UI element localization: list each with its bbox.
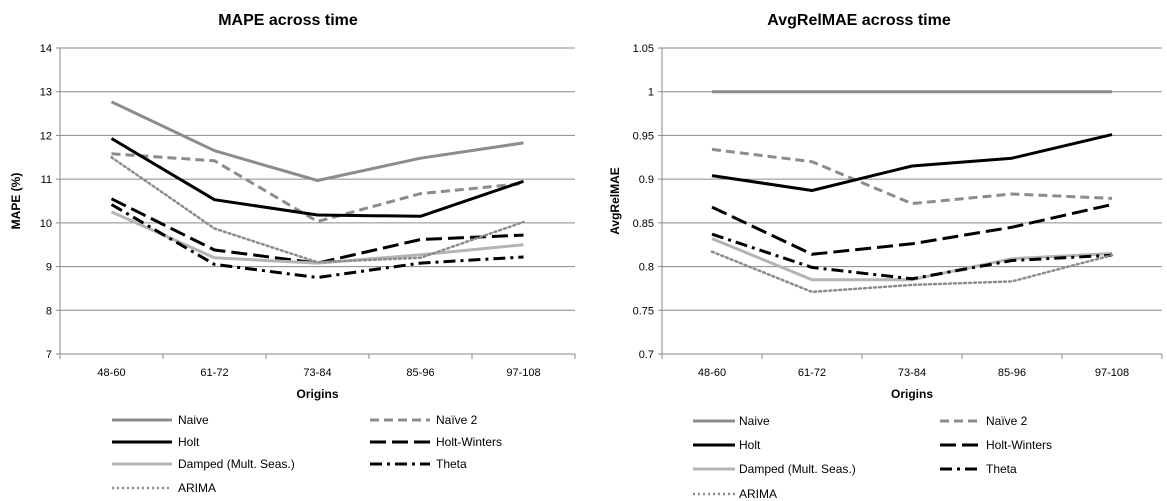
x-axis-title: Origins: [891, 387, 933, 401]
legend-label: Holt: [178, 435, 200, 449]
y-tick-label: 10: [40, 218, 52, 230]
legend-label: Theta: [436, 457, 467, 471]
y-tick-label: 8: [46, 305, 52, 317]
series-line-holt-winters: [711, 203, 1113, 256]
series-line-theta: [711, 232, 1113, 281]
x-tick-label: 73-84: [303, 367, 331, 379]
chart-title: AvgRelMAE across time: [767, 12, 951, 29]
x-tick-label: 97-108: [1095, 367, 1129, 379]
y-tick-label: 0.7: [639, 349, 654, 361]
y-tick-label: 11: [41, 174, 52, 186]
series-line-theta: [110, 203, 524, 279]
y-tick-label: 14: [40, 43, 52, 55]
series-line-holt: [711, 133, 1113, 192]
series-line-naive: [110, 100, 524, 182]
x-tick-label: 85-96: [406, 367, 434, 379]
y-tick-label: 12: [40, 130, 52, 142]
series-line-holt: [110, 137, 524, 218]
y-tick-label: 1.05: [633, 43, 654, 55]
legend-label: ARIMA: [739, 487, 777, 501]
x-tick-label: 48-60: [698, 367, 726, 379]
series-line-na-ve-2: [711, 147, 1113, 206]
x-tick-label: 85-96: [998, 367, 1026, 379]
legend-label: Naive: [739, 414, 770, 428]
y-tick-label: 0.8: [639, 262, 654, 274]
x-tick-label: 61-72: [200, 367, 228, 379]
legend-label: Holt: [739, 438, 761, 452]
y-axis-title: AvgRelMAE: [608, 167, 622, 235]
legend-label: Theta: [986, 462, 1017, 476]
legend: Naive Naïve 2 Holt Holt-Winters Damped (Mult…: [693, 414, 1052, 501]
chart-2: AvgRelMAE across time 0.7 0.75 0.8 0.85 0.9 0.…: [608, 12, 1163, 501]
x-tick-label: 73-84: [898, 367, 926, 379]
y-tick-label: 0.95: [633, 130, 654, 142]
series-line-na-ve-2: [111, 152, 524, 223]
legend-label: Naïve 2: [986, 414, 1028, 428]
y-tick-label: 13: [40, 87, 52, 99]
y-tick-label: 7: [46, 349, 52, 361]
legend-label: Damped (Mult. Seas.): [739, 462, 856, 476]
legend-label: Holt-Winters: [986, 438, 1052, 452]
y-tick-label: 0.85: [633, 218, 654, 230]
y-tick-label: 9: [46, 262, 52, 274]
legend-label: Damped (Mult. Seas.): [178, 457, 295, 471]
legend-label: Naive: [178, 413, 209, 427]
series-line-damped-mult-seas: [110, 210, 524, 265]
legend-label: Naïve 2: [436, 413, 478, 427]
legend: Naive Naïve 2 Holt Holt-Winters Damped (Mult…: [112, 413, 502, 495]
y-tick-label: 0.9: [639, 174, 654, 186]
x-axis-title: Origins: [296, 387, 338, 401]
series-line-holt-winters: [110, 197, 524, 265]
y-tick-label: 0.75: [633, 305, 654, 317]
legend-label: ARIMA: [178, 481, 216, 495]
chart-title: MAPE across time: [218, 12, 358, 29]
x-tick-label: 48-60: [97, 367, 125, 379]
y-axis-title: MAPE (%): [9, 173, 23, 230]
x-tick-label: 61-72: [798, 367, 826, 379]
chart-1: MAPE across time 7 8 9 10 11 12 13 14 48-60 61-72 7…: [9, 12, 576, 495]
y-tick-label: 1: [648, 87, 654, 99]
legend-label: Holt-Winters: [436, 435, 502, 449]
series-line-arima: [710, 250, 1114, 294]
x-tick-label: 97-108: [506, 367, 540, 379]
series-line-arima: [110, 156, 525, 264]
